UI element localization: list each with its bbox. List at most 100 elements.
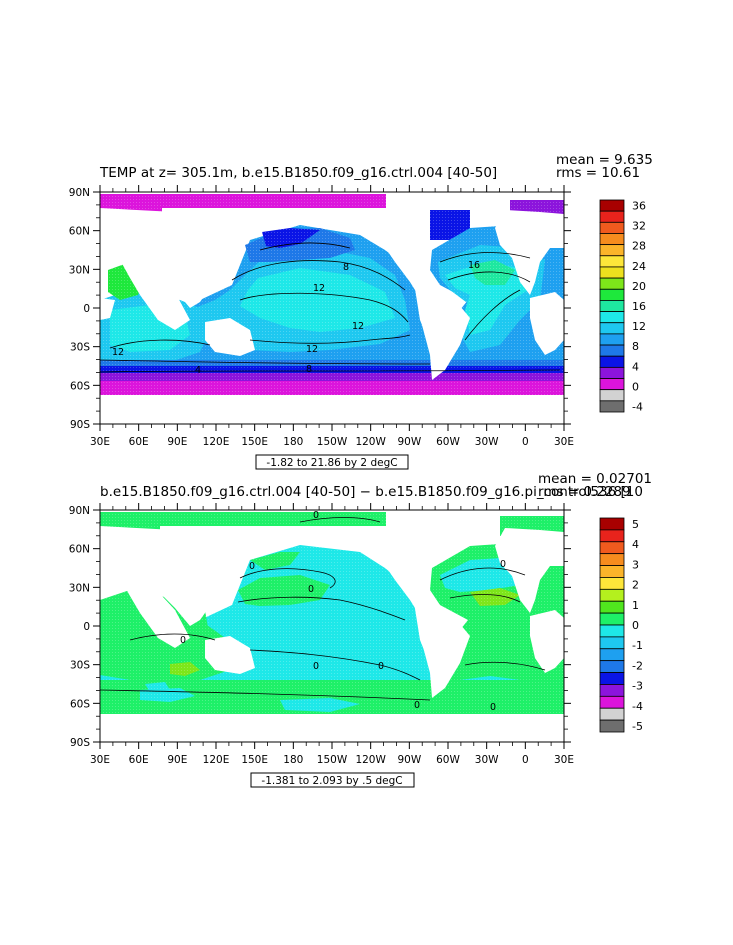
colorbar-label: 36 xyxy=(632,200,646,213)
contour-label: 0 xyxy=(313,661,319,672)
colorbar-swatch xyxy=(599,255,625,268)
x-tick-label: 60E xyxy=(129,436,149,448)
panel2-title: b.e15.B1850.f09_g16.ctrl.004 [40-50] − b… xyxy=(100,484,643,500)
contour-label: 16 xyxy=(468,260,480,271)
y-tick-label: 60S xyxy=(70,698,90,710)
y-tick-label: 60S xyxy=(70,380,90,392)
x-tick-label: 90E xyxy=(167,436,187,448)
colorbar-swatch xyxy=(599,288,625,301)
panel1-axes: 30E 60E 90E 120E 150E 180 150W 120W 90W 60W 30W 0 30… xyxy=(69,185,574,448)
contour-label: 12 xyxy=(306,344,318,355)
y-tick-label: 90S xyxy=(70,737,90,749)
panel1-colorbar: 36 32 28 24 20 16 12 8 4 0 -4 xyxy=(599,199,646,413)
y-tick-label: 0 xyxy=(83,621,90,633)
x-tick-label: 30E xyxy=(90,754,110,766)
colorbar-swatch xyxy=(599,344,625,357)
panel1-contour-info: -1.82 to 21.86 by 2 degC xyxy=(266,457,397,469)
colorbar-swatch xyxy=(599,672,625,685)
x-tick-label: 90E xyxy=(167,754,187,766)
x-tick-label: 60E xyxy=(129,754,149,766)
y-tick-label: 90S xyxy=(70,419,90,431)
colorbar-label: 2 xyxy=(632,579,639,592)
x-tick-label: 0 xyxy=(522,754,529,766)
y-tick-label: 30N xyxy=(69,264,90,276)
contour-label: 12 xyxy=(313,283,325,294)
y-tick-label: 0 xyxy=(83,303,90,315)
x-tick-label: 150E xyxy=(241,754,268,766)
colorbar-label: 3 xyxy=(632,558,639,571)
x-tick-label: 90W xyxy=(397,436,421,448)
x-tick-label: 30W xyxy=(475,436,499,448)
colorbar-swatch xyxy=(599,648,625,662)
colorbar-swatch xyxy=(599,719,625,733)
contour-label: 0 xyxy=(414,700,420,711)
panel2-colorbar: 5 4 3 2 1 0 -1 -2 -3 -4 -5 xyxy=(599,517,643,733)
contour-label: 0 xyxy=(249,561,255,572)
colorbar-label: 4 xyxy=(632,360,639,373)
colorbar-swatch xyxy=(599,300,625,312)
contour-label: 0 xyxy=(378,661,384,672)
colorbar-swatch xyxy=(599,684,625,697)
colorbar-label: 5 xyxy=(632,518,639,531)
colorbar-label: 0 xyxy=(632,619,639,632)
panel2-contour-info: -1.381 to 2.093 by .5 degC xyxy=(261,775,402,787)
colorbar-label: 0 xyxy=(632,380,639,393)
colorbar-swatch xyxy=(599,541,625,555)
colorbar-label: -3 xyxy=(632,680,643,693)
panel2-rms: rms = 0.2289 xyxy=(538,484,631,500)
panel-temperature: TEMP at z= 305.1m, b.e15.B1850.f09_g16.c… xyxy=(69,152,653,470)
x-tick-label: 30E xyxy=(554,754,574,766)
colorbar-label: -4 xyxy=(632,400,643,413)
colorbar-swatch xyxy=(599,322,625,335)
colorbar-swatch xyxy=(599,389,625,402)
y-tick-label: 90N xyxy=(69,505,90,517)
contour-label: 0 xyxy=(180,635,186,646)
contour-label: 8 xyxy=(306,364,312,375)
colorbar-swatch xyxy=(599,277,625,290)
colorbar-swatch xyxy=(599,366,625,379)
x-tick-label: 150E xyxy=(241,436,268,448)
colorbar-swatch xyxy=(599,636,625,650)
panel2-contour-labels: 0 0 0 0 0 0 0 0 0 xyxy=(180,510,506,713)
panel1-contour-labels: 8 16 12 12 12 12 8 4 xyxy=(112,260,480,376)
x-tick-label: 60W xyxy=(436,754,460,766)
x-tick-label: 90W xyxy=(397,754,421,766)
colorbar-swatch xyxy=(599,233,625,246)
colorbar-swatch xyxy=(599,660,625,673)
contour-label: 0 xyxy=(490,702,496,713)
colorbar-label: 16 xyxy=(632,300,646,313)
colorbar-swatch xyxy=(599,588,625,602)
panel1-map: 8 16 12 12 12 12 8 4 xyxy=(100,192,564,424)
colorbar-swatch xyxy=(599,624,625,638)
colorbar-label: -2 xyxy=(632,659,643,672)
x-tick-label: 120W xyxy=(355,436,386,448)
x-tick-label: 120E xyxy=(203,754,230,766)
colorbar-label: -4 xyxy=(632,700,643,713)
colorbar-label: 4 xyxy=(632,538,639,551)
y-tick-label: 60N xyxy=(69,544,90,556)
colorbar-swatch xyxy=(599,210,625,223)
y-tick-label: 30S xyxy=(70,342,90,354)
contour-label: 12 xyxy=(112,347,124,358)
x-tick-label: 180 xyxy=(283,754,303,766)
y-tick-label: 30N xyxy=(69,582,90,594)
x-tick-label: 30E xyxy=(554,436,574,448)
x-tick-label: 30E xyxy=(90,436,110,448)
colorbar-swatch xyxy=(599,577,625,590)
panel1-rms: rms = 10.61 xyxy=(556,165,640,181)
colorbar-swatch xyxy=(599,517,625,531)
colorbar-label: 12 xyxy=(632,320,646,333)
x-tick-label: 30W xyxy=(475,754,499,766)
colorbar-swatch xyxy=(599,600,625,614)
colorbar-swatch xyxy=(599,199,625,212)
colorbar-label: 20 xyxy=(632,280,646,293)
panel1-info-box xyxy=(255,454,409,470)
colorbar-swatch xyxy=(599,707,625,721)
x-tick-label: 180 xyxy=(283,436,303,448)
colorbar-label: 24 xyxy=(632,260,646,273)
colorbar-swatch xyxy=(599,553,625,566)
colorbar-swatch xyxy=(599,244,625,257)
colorbar-swatch xyxy=(599,612,625,626)
panel-difference: b.e15.B1850.f09_g16.ctrl.004 [40-50] − b… xyxy=(69,471,652,788)
